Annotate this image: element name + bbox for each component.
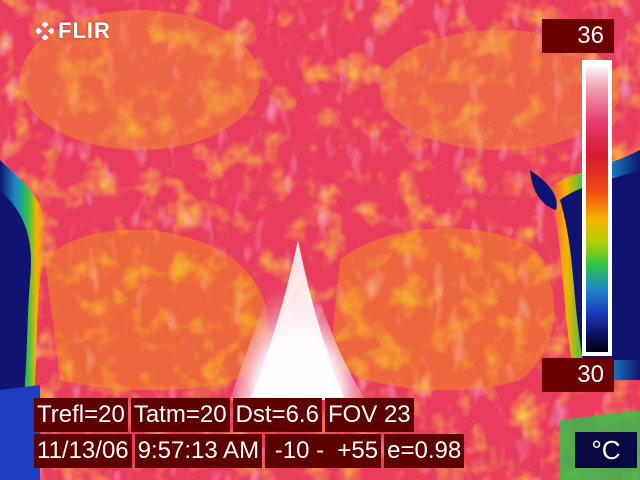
- scale-min-label: 30: [542, 358, 614, 392]
- time-value: 9:57:13 AM: [134, 434, 263, 468]
- scale-max-label: 36: [542, 19, 614, 53]
- flir-logo-text: FLIR: [58, 18, 111, 43]
- unit-label: °C: [575, 432, 637, 468]
- distance-value: Dst=6.6: [232, 398, 322, 432]
- trefl-value: Trefl=20: [34, 398, 128, 432]
- date-value: 11/13/06: [34, 434, 132, 468]
- flir-logo: FLIR: [36, 18, 111, 44]
- range-value: -10 - +55: [265, 434, 382, 468]
- temperature-colorbar: [586, 64, 608, 352]
- fov-value: FOV 23: [324, 398, 414, 432]
- emissivity-value: e=0.98: [384, 434, 465, 468]
- capture-info-row: 11/13/06 9:57:13 AM -10 - +55 e=0.98: [34, 434, 465, 468]
- flir-diamond-icon: [36, 22, 54, 40]
- tatm-value: Tatm=20: [130, 398, 230, 432]
- parameters-row: Trefl=20 Tatm=20 Dst=6.6 FOV 23: [34, 398, 414, 432]
